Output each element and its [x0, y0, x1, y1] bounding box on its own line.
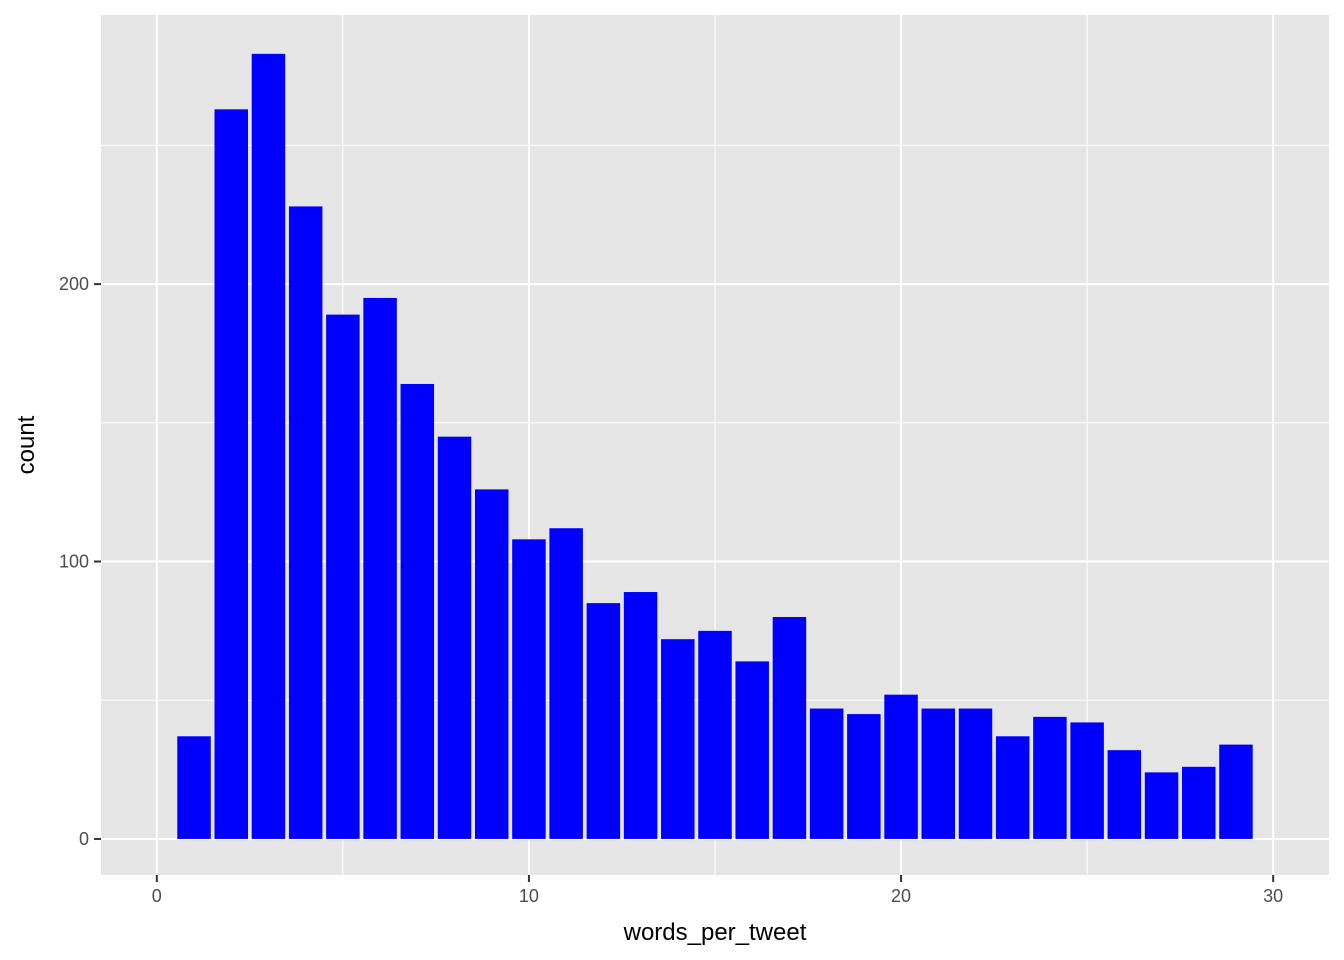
x-tick-label: 10: [519, 886, 539, 906]
bar: [288, 206, 323, 839]
bar: [474, 489, 509, 839]
x-axis-title: words_per_tweet: [623, 919, 807, 946]
bar: [1107, 750, 1142, 839]
bar: [363, 297, 397, 839]
bar: [1033, 716, 1067, 839]
bar: [1144, 772, 1179, 839]
bar: [698, 630, 732, 839]
y-axis-title: count: [13, 415, 40, 474]
bar: [1070, 722, 1104, 839]
x-axis: 0 10 20 30: [152, 875, 1283, 906]
y-tick-label: 0: [79, 829, 89, 849]
bar: [586, 603, 621, 839]
bar: [661, 639, 695, 839]
y-tick-label: 200: [59, 274, 89, 294]
bar: [400, 383, 435, 839]
x-tick-label: 30: [1263, 886, 1283, 906]
bar: [549, 528, 583, 839]
bar: [326, 314, 360, 839]
bar: [512, 539, 546, 839]
bar: [884, 694, 918, 839]
bar: [1219, 744, 1253, 839]
bars: [177, 53, 1253, 839]
bar: [437, 436, 472, 839]
y-tick-label: 100: [59, 552, 89, 572]
bar: [847, 714, 881, 839]
bar: [809, 708, 844, 839]
bar: [995, 736, 1030, 839]
bar: [1182, 766, 1216, 839]
bar: [921, 708, 956, 839]
bar: [251, 53, 286, 839]
bar: [958, 708, 993, 839]
x-tick-label: 0: [152, 886, 162, 906]
x-tick-label: 20: [891, 886, 911, 906]
bar: [735, 661, 769, 839]
y-axis: 0 100 200: [59, 274, 101, 849]
bar: [214, 109, 248, 839]
bar: [772, 617, 807, 839]
bar: [623, 592, 658, 839]
bar: [177, 736, 211, 839]
